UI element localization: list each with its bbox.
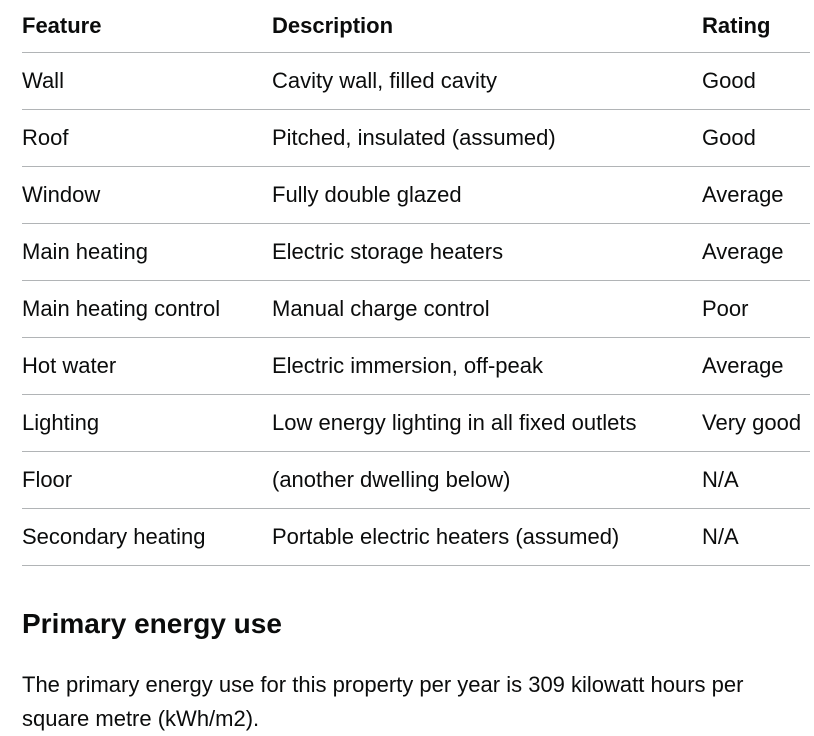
cell-description: Cavity wall, filled cavity (272, 52, 702, 110)
cell-feature: Floor (22, 451, 272, 509)
cell-rating: Good (702, 52, 810, 110)
cell-rating: N/A (702, 451, 810, 509)
cell-feature: Main heating control (22, 280, 272, 338)
header-description: Description (272, 0, 702, 53)
cell-feature: Main heating (22, 223, 272, 281)
cell-rating: Poor (702, 280, 810, 338)
property-features-table: Feature Description Rating Wall Cavity w… (22, 0, 810, 566)
cell-description: Manual charge control (272, 280, 702, 338)
primary-energy-heading: Primary energy use (22, 608, 282, 639)
cell-description: Electric immersion, off-peak (272, 337, 702, 395)
table-header: Feature Description Rating (22, 0, 810, 53)
header-feature: Feature (22, 0, 272, 53)
table-row: Lighting Low energy lighting in all fixe… (22, 394, 810, 452)
cell-feature: Hot water (22, 337, 272, 395)
header-rating: Rating (702, 0, 810, 53)
cell-feature: Wall (22, 52, 272, 110)
table-row: Floor (another dwelling below) N/A (22, 451, 810, 509)
cell-description: Electric storage heaters (272, 223, 702, 281)
cell-feature: Window (22, 166, 272, 224)
cell-rating: N/A (702, 508, 810, 566)
table-row: Window Fully double glazed Average (22, 166, 810, 224)
cell-description: Low energy lighting in all fixed outlets (272, 394, 702, 452)
cell-description: Portable electric heaters (assumed) (272, 508, 702, 566)
cell-feature: Roof (22, 109, 272, 167)
cell-description: Fully double glazed (272, 166, 702, 224)
cell-rating: Average (702, 166, 810, 224)
table-row: Main heating control Manual charge contr… (22, 280, 810, 338)
table-body: Wall Cavity wall, filled cavity Good Roo… (22, 52, 810, 566)
table-row: Hot water Electric immersion, off-peak A… (22, 337, 810, 395)
cell-rating: Good (702, 109, 810, 167)
table-row: Roof Pitched, insulated (assumed) Good (22, 109, 810, 167)
cell-feature: Secondary heating (22, 508, 272, 566)
cell-description: (another dwelling below) (272, 451, 702, 509)
table-row: Secondary heating Portable electric heat… (22, 508, 810, 566)
cell-feature: Lighting (22, 394, 272, 452)
table-row: Main heating Electric storage heaters Av… (22, 223, 810, 281)
cell-rating: Average (702, 337, 810, 395)
primary-energy-text: The primary energy use for this property… (22, 672, 744, 731)
table-row: Wall Cavity wall, filled cavity Good (22, 52, 810, 110)
cell-rating: Very good (702, 394, 810, 452)
cell-rating: Average (702, 223, 810, 281)
cell-description: Pitched, insulated (assumed) (272, 109, 702, 167)
table-header-row: Feature Description Rating (22, 0, 810, 53)
